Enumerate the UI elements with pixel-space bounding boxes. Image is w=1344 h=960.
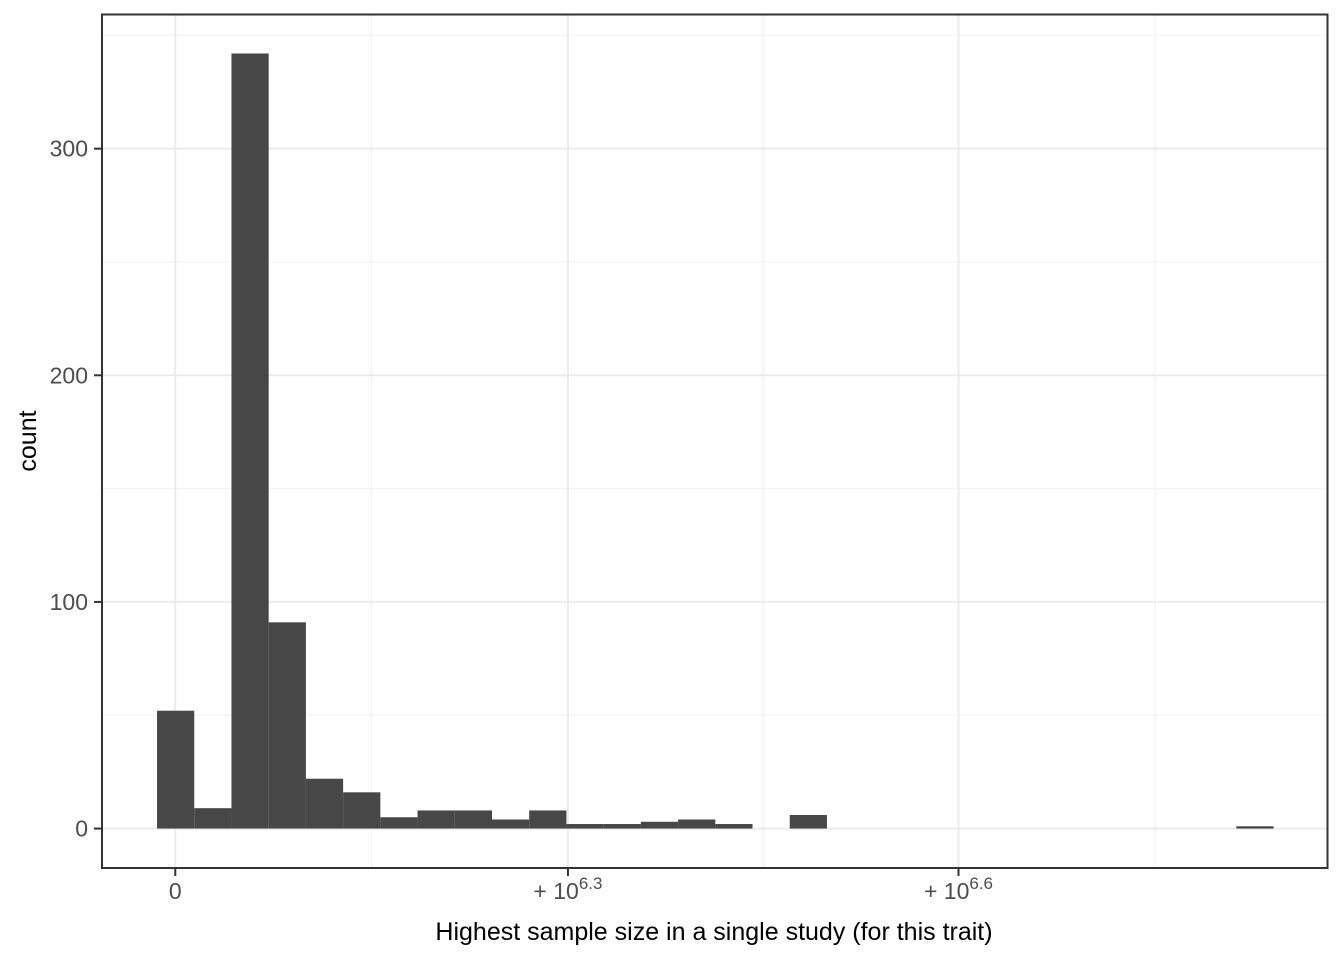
axis-tick-labels: 0 100 200 300 0 + 106.3 + 106.6: [50, 136, 993, 904]
y-tick-label-300: 300: [50, 136, 88, 162]
x-tick-label-0: 0: [169, 878, 182, 904]
histogram-bar-bin-11: [566, 824, 604, 829]
histogram-bar-bin-17: [789, 814, 827, 829]
histogram-bar-bin-14: [678, 819, 716, 829]
histogram-bar-bin-2: [231, 53, 269, 829]
histogram-bar-bin-8: [454, 810, 492, 829]
y-axis-title: count: [14, 410, 42, 471]
histogram-bar-bin-7: [417, 810, 455, 829]
y-tick-label-0: 0: [75, 816, 88, 842]
histogram-bar-bin-9: [491, 819, 530, 829]
histogram-bars: [157, 53, 1274, 829]
panel-border: [101, 13, 1329, 869]
histogram-bar-bin-15: [715, 824, 753, 829]
histogram-bar-bin-3: [268, 622, 306, 829]
histogram-bar-bin-6: [380, 817, 418, 829]
histogram-bar-bin-4: [305, 778, 344, 829]
x-tick-label-1: + 106.3: [533, 874, 602, 904]
x-axis-title: Highest sample size in a single study (f…: [435, 918, 992, 946]
histogram-bar-bin-12: [603, 824, 641, 829]
histogram-bar-bin-10: [529, 810, 567, 829]
histogram-bar-bin-1: [194, 808, 232, 829]
grid-major-lines: [102, 14, 1328, 868]
grid-minor-lines: [102, 14, 1328, 868]
histogram-bar-bin-13: [640, 821, 679, 829]
histogram-bar-bin-0: [157, 710, 195, 829]
axis-tick-marks: [94, 147, 960, 876]
y-tick-label-100: 100: [50, 589, 88, 615]
histogram-bar-bin-29: [1236, 826, 1274, 829]
x-tick-label-2: + 106.6: [924, 874, 993, 904]
histogram-bar-bin-5: [343, 792, 381, 829]
y-tick-label-200: 200: [50, 362, 88, 388]
